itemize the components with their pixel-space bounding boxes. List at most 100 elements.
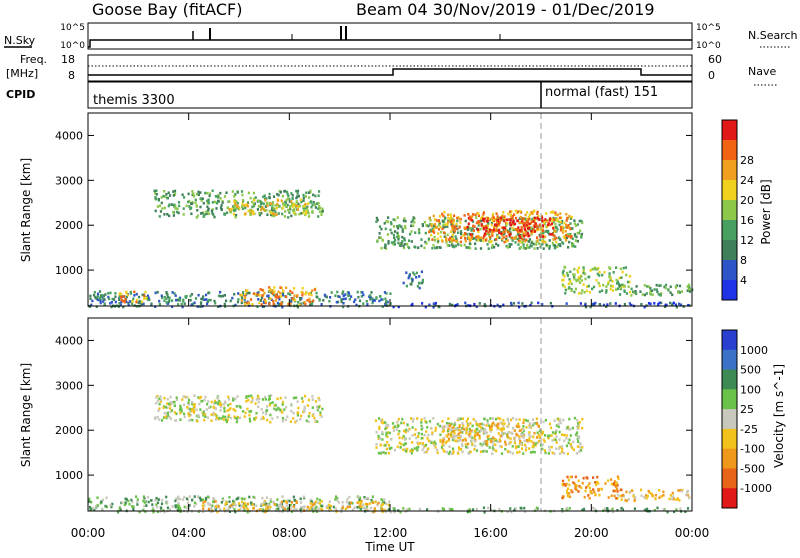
range-gate-cell: [258, 211, 261, 215]
range-gate-cell: [512, 416, 515, 420]
range-gate-cell: [468, 508, 471, 511]
range-gate-cell: [489, 235, 492, 239]
range-gate-cell: [643, 284, 646, 287]
range-gate-cell: [542, 221, 546, 224]
range-gate-cell: [299, 298, 302, 302]
range-gate-cell: [260, 417, 263, 421]
range-gate-cell: [581, 417, 584, 421]
range-gate-cell: [248, 495, 251, 499]
range-gate-cell: [179, 497, 182, 501]
range-gate-cell: [540, 444, 543, 447]
range-gate-cell: [498, 231, 501, 235]
range-gate-cell: [257, 400, 260, 404]
range-gate-cell: [623, 284, 626, 287]
range-gate-cell: [436, 237, 439, 241]
range-gate-cell: [187, 407, 190, 410]
range-gate-cell: [471, 430, 474, 433]
range-gate-cell: [438, 214, 442, 218]
range-gate-cell: [302, 196, 305, 200]
range-gate-cell: [453, 427, 457, 430]
range-gate-cell: [509, 213, 512, 217]
range-gate-cell: [669, 494, 672, 497]
range-gate-cell: [392, 426, 395, 429]
range-gate-cell: [566, 489, 569, 492]
range-gate-cell: [585, 289, 588, 293]
range-gate-cell: [550, 445, 553, 449]
range-gate-cell: [307, 191, 311, 194]
range-gate-cell: [381, 510, 384, 514]
x-tick-label: 20:00: [574, 526, 609, 540]
range-gate-cell: [231, 190, 234, 193]
range-gate-cell: [363, 496, 366, 499]
range-gate-cell: [640, 303, 643, 306]
range-gate-cell: [285, 204, 288, 208]
range-gate-cell: [164, 195, 167, 198]
range-gate-cell: [654, 497, 657, 501]
range-gate-cell: [494, 437, 497, 441]
range-gate-cell: [162, 406, 165, 409]
range-gate-cell: [555, 217, 558, 220]
range-gate-cell: [272, 293, 275, 297]
range-gate-cell: [561, 479, 565, 483]
range-gate-cell: [252, 506, 255, 510]
range-gate-cell: [502, 419, 505, 422]
range-gate-cell: [676, 497, 679, 501]
range-gate-cell: [443, 235, 446, 238]
range-gate-cell: [362, 302, 365, 305]
range-gate-cell: [380, 504, 383, 507]
range-gate-cell: [459, 417, 462, 421]
range-gate-cell: [506, 246, 509, 249]
range-gate-cell: [193, 409, 196, 412]
range-gate-cell: [202, 411, 205, 414]
range-gate-cell: [237, 497, 240, 500]
range-gate-cell: [249, 419, 252, 423]
range-gate-cell: [482, 430, 485, 433]
range-gate-cell: [464, 219, 467, 223]
range-gate-cell: [379, 236, 382, 240]
range-gate-cell: [189, 413, 192, 417]
range-gate-cell: [225, 420, 228, 424]
range-gate-cell: [576, 427, 579, 431]
range-gate-cell: [455, 304, 458, 307]
range-gate-cell: [251, 399, 254, 402]
range-gate-cell: [577, 490, 580, 493]
range-gate-cell: [272, 302, 275, 306]
range-gate-cell: [580, 236, 583, 239]
range-gate-cell: [472, 213, 475, 216]
colorbar-tick-label: -500: [740, 462, 765, 475]
range-gate-cell: [328, 503, 331, 507]
range-gate-cell: [257, 395, 260, 398]
range-gate-cell: [435, 246, 438, 249]
range-gate-cell: [251, 503, 254, 506]
range-gate-cell: [536, 239, 539, 242]
range-gate-cell: [177, 497, 180, 501]
range-gate-cell: [671, 491, 674, 495]
range-gate-cell: [559, 212, 562, 215]
range-gate-cell: [287, 194, 290, 198]
colorbar-frame: [721, 329, 738, 509]
range-gate-cell: [506, 418, 509, 422]
range-gate-cell: [459, 435, 462, 438]
range-gate-cell: [520, 221, 523, 224]
range-gate-cell: [452, 434, 455, 437]
range-gate-cell: [219, 405, 223, 409]
range-gate-cell: [489, 417, 492, 420]
range-gate-cell: [228, 200, 231, 203]
range-gate-cell: [268, 507, 271, 511]
range-gate-cell: [615, 278, 618, 282]
range-gate-cell: [405, 428, 408, 432]
range-gate-cell: [537, 218, 540, 221]
range-gate-cell: [678, 291, 681, 294]
range-gate-cell: [609, 302, 612, 305]
range-gate-cell: [488, 240, 491, 243]
range-gate-cell: [685, 493, 688, 497]
range-gate-cell: [350, 295, 353, 298]
range-gate-cell: [576, 445, 579, 448]
range-gate-cell: [557, 418, 560, 421]
range-gate-cell: [565, 212, 568, 216]
range-gate-cell: [635, 285, 638, 288]
range-gate-cell: [165, 495, 168, 499]
range-gate-cell: [416, 449, 419, 452]
range-gate-cell: [506, 434, 509, 438]
range-gate-cell: [451, 233, 454, 237]
